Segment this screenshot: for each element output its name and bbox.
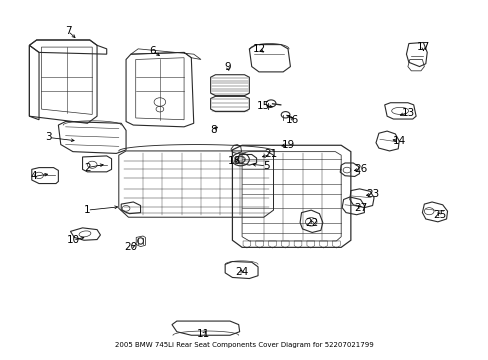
Text: 26: 26: [353, 165, 366, 174]
Text: 11: 11: [196, 329, 210, 339]
Text: 10: 10: [66, 235, 79, 245]
Text: 6: 6: [149, 46, 156, 56]
Text: 16: 16: [285, 115, 299, 125]
Text: 2: 2: [84, 163, 90, 172]
Text: 24: 24: [235, 267, 248, 277]
Text: 2005 BMW 745Li Rear Seat Components Cover Diagram for 52207021799: 2005 BMW 745Li Rear Seat Components Cove…: [115, 342, 373, 348]
Text: 17: 17: [416, 42, 429, 52]
Text: 14: 14: [392, 136, 405, 146]
Text: 12: 12: [252, 44, 265, 54]
Text: 3: 3: [45, 132, 52, 143]
Text: 18: 18: [228, 156, 241, 166]
Text: 21: 21: [264, 149, 277, 159]
Text: 19: 19: [281, 140, 294, 149]
Text: 4: 4: [31, 171, 38, 181]
Text: 7: 7: [64, 26, 71, 36]
Text: 27: 27: [353, 203, 366, 213]
Text: 9: 9: [224, 62, 230, 72]
Text: 8: 8: [209, 125, 216, 135]
Text: 20: 20: [124, 242, 137, 252]
Text: 5: 5: [263, 161, 269, 171]
Text: 23: 23: [365, 189, 379, 199]
Text: 15: 15: [257, 100, 270, 111]
Text: 1: 1: [84, 205, 90, 215]
Text: 22: 22: [305, 217, 318, 228]
Text: 13: 13: [402, 108, 415, 118]
Text: 25: 25: [433, 211, 446, 220]
